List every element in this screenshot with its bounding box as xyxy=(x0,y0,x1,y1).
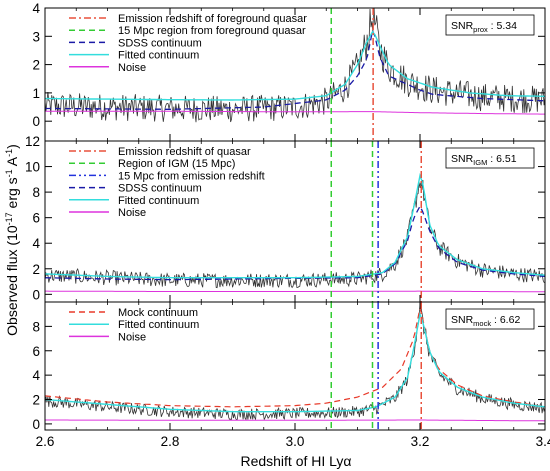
legend-label: Noise xyxy=(118,62,146,74)
y-tick-label: 1 xyxy=(32,86,40,101)
fitted-continuum-line xyxy=(45,30,545,101)
snr-box-frame xyxy=(445,147,535,169)
snr-box-frame xyxy=(445,14,535,36)
plot-area xyxy=(45,141,545,302)
y-tick-label: 4 xyxy=(32,236,40,251)
x-tick-label: 3.4 xyxy=(536,434,550,449)
snr-label: SNRIGM : 6.51 xyxy=(451,153,517,167)
fitted-continuum-line xyxy=(45,172,545,279)
x-tick-label: 2.8 xyxy=(161,434,180,449)
y-tick-label: 2 xyxy=(32,58,40,73)
legend-label: SDSS continuum xyxy=(118,37,202,49)
legend: Emission redshift of foreground quasar15… xyxy=(69,13,307,74)
legend-label: Mock continuum xyxy=(118,307,198,319)
x-tick-label: 2.6 xyxy=(36,434,55,449)
snr-label: SNRmock : 6.62 xyxy=(451,314,520,328)
y-tick-label: 6 xyxy=(32,211,40,226)
panel-proximity: 0 1 2 3 4 Emission redshift of foreground qua… xyxy=(32,1,546,142)
y-tick-label: 2 xyxy=(32,262,40,277)
y-tick-label: 3 xyxy=(32,29,40,44)
y-tick-label: 2 xyxy=(32,393,40,408)
legend-label: Noise xyxy=(118,207,146,219)
legend-label: SDSS continuum xyxy=(118,183,202,195)
snr-box-frame xyxy=(445,308,535,330)
y-tick-label: 8 xyxy=(32,319,40,334)
y-tick-label: 12 xyxy=(25,134,40,149)
snr-box: SNRIGM : 6.51 xyxy=(445,147,535,169)
y-tick-label: 4 xyxy=(32,1,40,16)
y-tick-label: 0 xyxy=(32,114,40,129)
x-tick-label: 3.2 xyxy=(411,434,430,449)
y-tick-label: 6 xyxy=(32,344,40,359)
y-tick-label: 4 xyxy=(32,368,40,383)
snr-box: SNRmock : 6.62 xyxy=(445,308,535,330)
legend-label: Region of IGM (15 Mpc) xyxy=(118,158,235,170)
y-axis-title: Observed flux (10-17 erg s-1 A-1) xyxy=(4,144,20,336)
legend-label: Noise xyxy=(118,331,146,343)
sdss-continuum-line xyxy=(45,28,545,110)
noise-line xyxy=(45,419,545,422)
legend-label: Fitted continuum xyxy=(118,319,199,331)
y-tick-label: 10 xyxy=(25,160,40,175)
plot-area xyxy=(45,8,545,141)
snr-label: SNRprox : 5.34 xyxy=(451,20,517,34)
y-tick-label: 8 xyxy=(32,185,40,200)
x-tick-label: 3.0 xyxy=(286,434,305,449)
x-axis-tick-labels: 2.6 2.8 3.0 3.2 3.4 xyxy=(36,434,550,449)
x-axis-title: Redshift of HI Lyα xyxy=(240,453,351,469)
y-tick-label: 0 xyxy=(32,287,40,302)
legend-label: Emission redshift of quasar xyxy=(118,146,251,158)
legend-label: Emission redshift of foreground quasar xyxy=(118,13,307,25)
legend-label: 15 Mpc region from foreground quasar xyxy=(118,25,306,37)
snr-box: SNRprox : 5.34 xyxy=(445,14,535,36)
mock-continuum-line xyxy=(45,307,545,408)
y-tick-label: 0 xyxy=(32,417,40,432)
legend-label: Fitted continuum xyxy=(118,50,199,62)
noise-line xyxy=(45,290,545,293)
panel-igm: 0 2 4 6 8 10 12 Emission redshift of quasarRegi… xyxy=(25,134,546,303)
legend-label: 15 Mpc from emission redshift xyxy=(118,170,265,182)
legend-label: Fitted continuum xyxy=(118,195,199,207)
noise-line xyxy=(45,110,545,115)
fitted-continuum-line xyxy=(45,311,545,413)
plot-area xyxy=(45,302,545,430)
